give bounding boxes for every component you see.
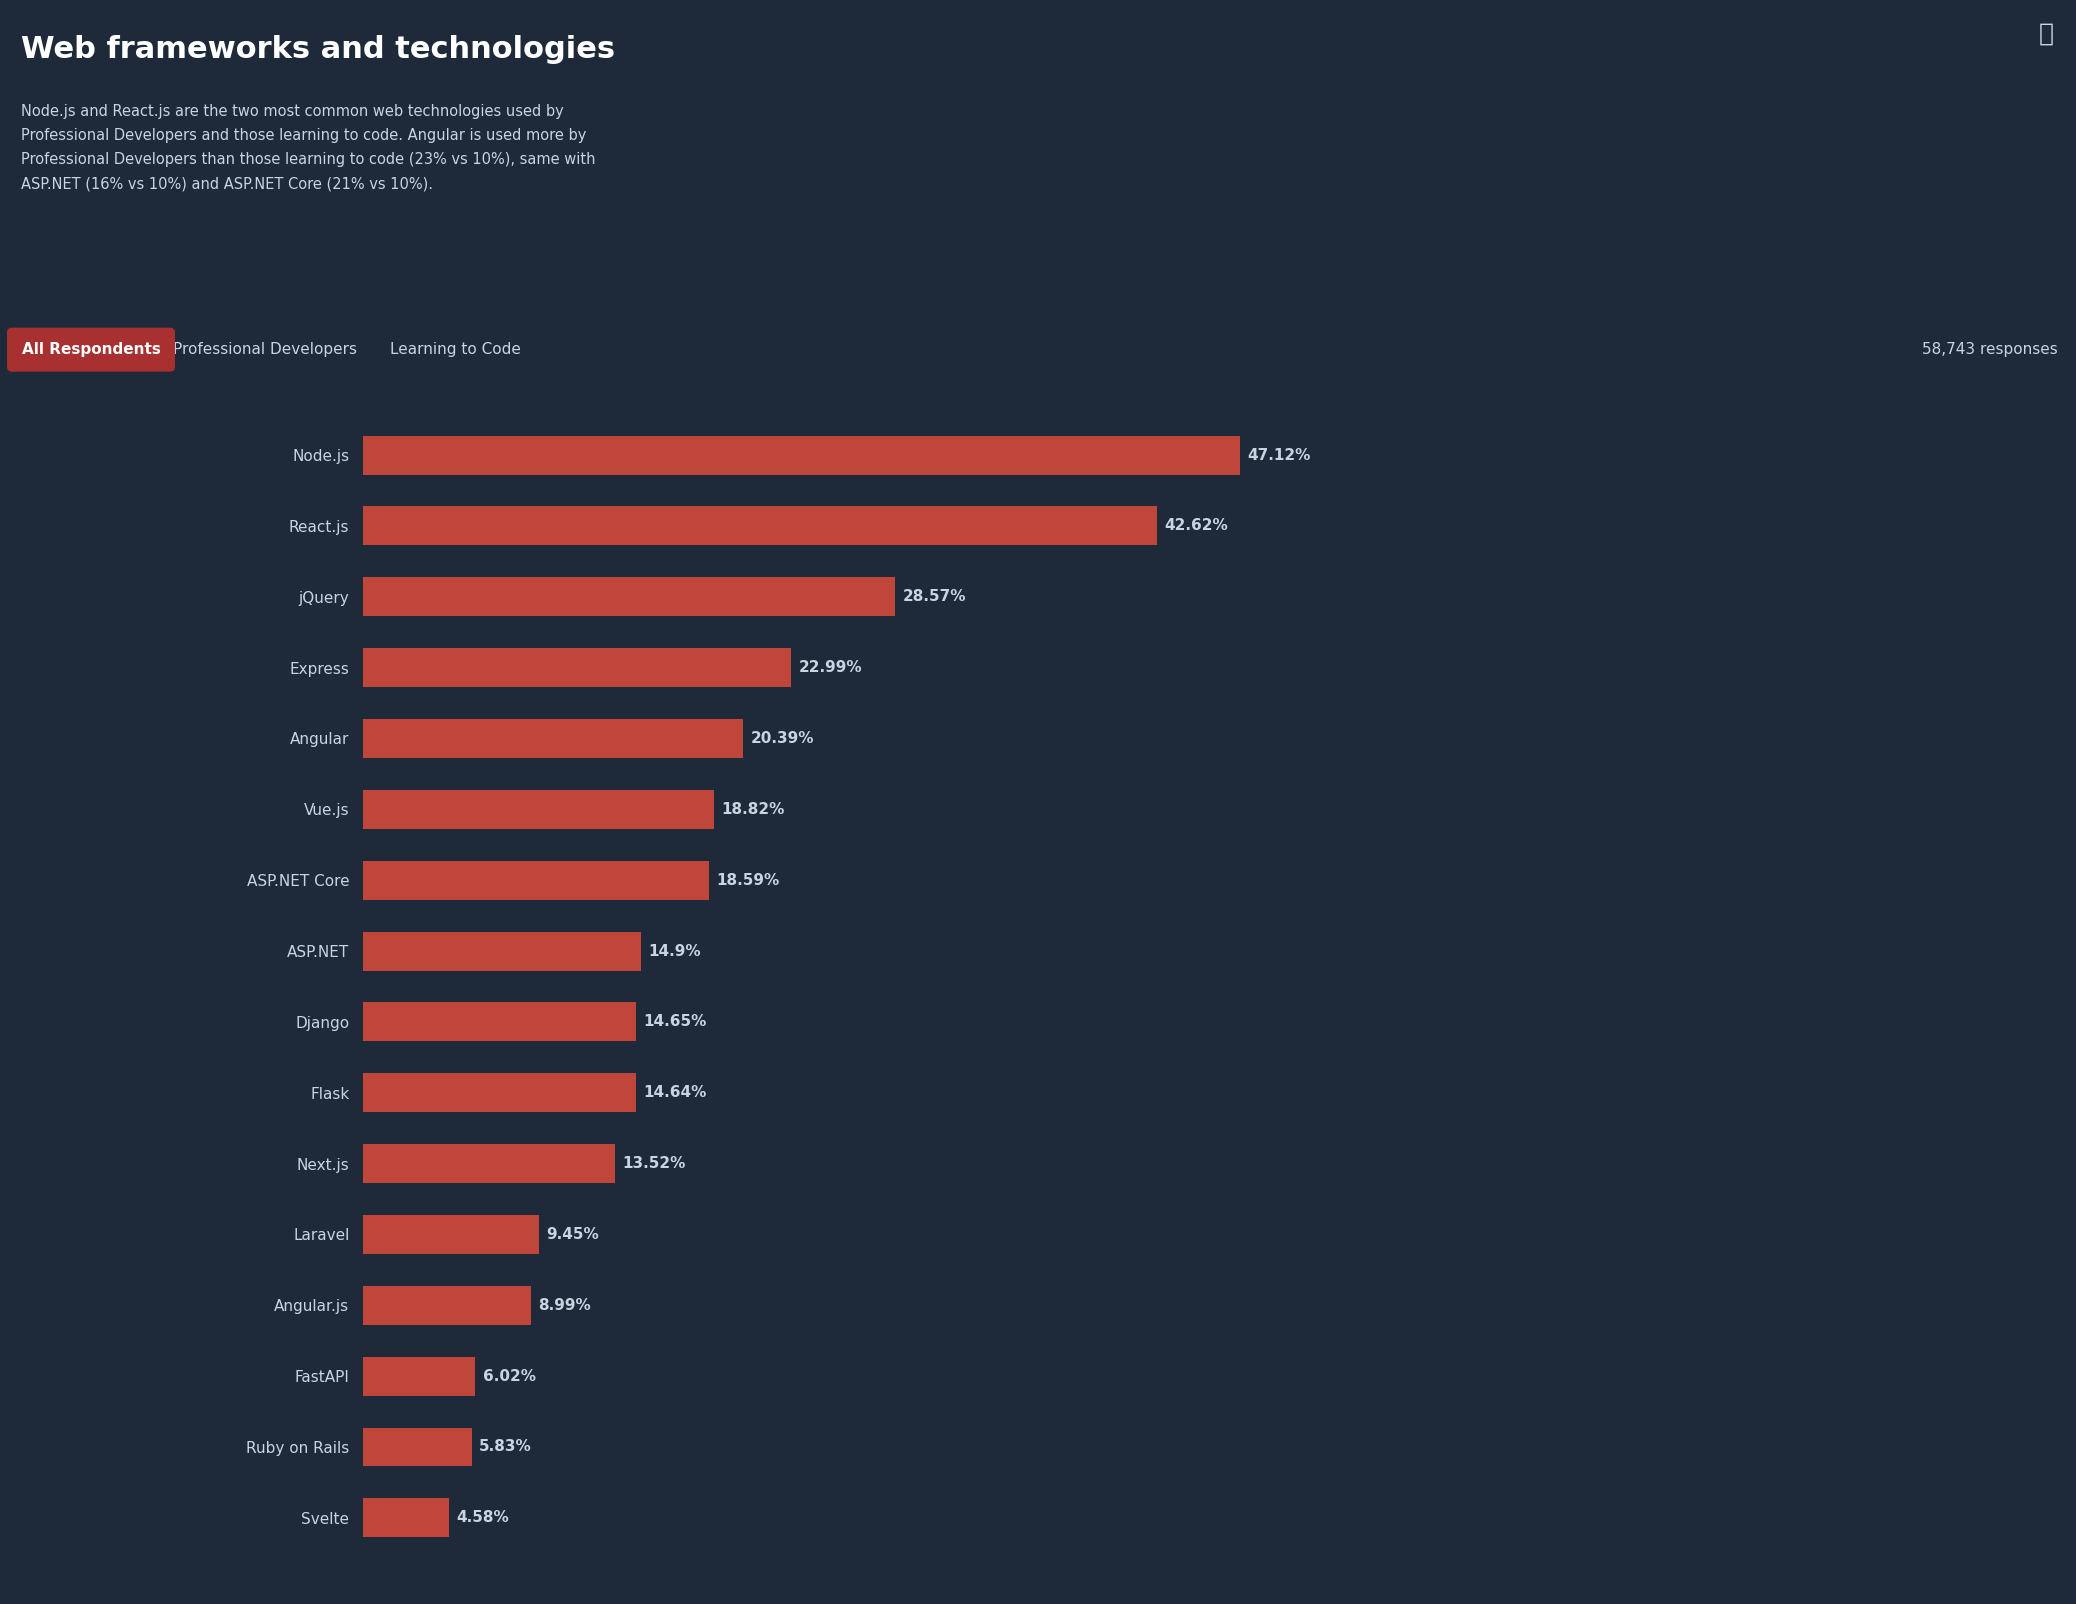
Bar (363, 507, 1156, 545)
Text: 6.02%: 6.02% (484, 1368, 536, 1384)
Text: 13.52%: 13.52% (623, 1156, 685, 1171)
Bar (363, 1144, 614, 1184)
Text: 18.82%: 18.82% (720, 802, 785, 816)
Text: Professional Developers: Professional Developers (172, 342, 357, 358)
Bar (363, 1428, 471, 1466)
Bar (363, 1073, 635, 1112)
FancyBboxPatch shape (6, 327, 174, 372)
Bar (363, 1498, 448, 1537)
Text: 47.12%: 47.12% (1248, 448, 1312, 462)
Text: 58,743 responses: 58,743 responses (1922, 342, 2057, 358)
Bar (363, 719, 743, 759)
Text: 28.57%: 28.57% (903, 589, 965, 605)
Text: 22.99%: 22.99% (799, 661, 862, 675)
Text: 14.9%: 14.9% (648, 943, 702, 959)
Bar (363, 577, 895, 616)
Text: 42.62%: 42.62% (1165, 518, 1227, 534)
Text: 5.83%: 5.83% (480, 1439, 531, 1455)
Bar (363, 1214, 540, 1254)
Text: Learning to Code: Learning to Code (390, 342, 521, 358)
Bar (363, 1357, 475, 1395)
Bar (363, 1286, 531, 1325)
Bar (363, 436, 1239, 475)
Text: 18.59%: 18.59% (716, 873, 781, 887)
Text: ⧉: ⧉ (2039, 22, 2053, 47)
Text: 8.99%: 8.99% (538, 1298, 592, 1312)
Bar (363, 1002, 635, 1041)
Text: Node.js and React.js are the two most common web technologies used by
Profession: Node.js and React.js are the two most co… (21, 104, 596, 191)
Text: All Respondents: All Respondents (21, 342, 160, 358)
Bar (363, 789, 714, 829)
Text: 14.64%: 14.64% (644, 1086, 706, 1100)
Text: 20.39%: 20.39% (749, 731, 814, 746)
Text: 4.58%: 4.58% (457, 1511, 509, 1525)
Bar (363, 861, 710, 900)
Text: Web frameworks and technologies: Web frameworks and technologies (21, 35, 614, 64)
Text: 9.45%: 9.45% (546, 1227, 600, 1241)
Bar (363, 648, 791, 687)
Text: 14.65%: 14.65% (644, 1014, 706, 1030)
Bar (363, 932, 641, 970)
